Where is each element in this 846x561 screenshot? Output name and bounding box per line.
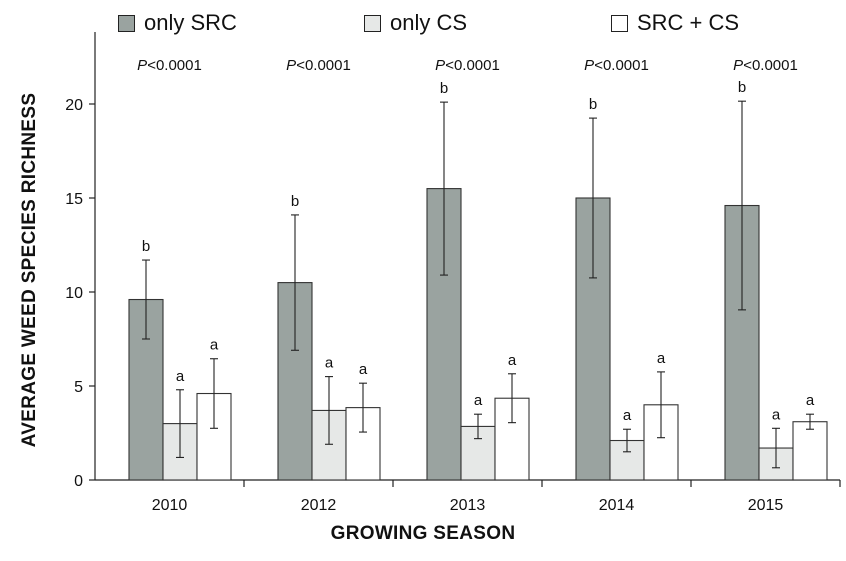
significance-letter: a <box>474 392 483 409</box>
y-tick-label: 5 <box>74 379 83 396</box>
p-value-label: P<0.0001 <box>286 57 351 74</box>
x-tick-label: 2015 <box>748 497 784 514</box>
legend-label-only-cs: only CS <box>390 10 468 35</box>
legend-swatch-src-cs <box>611 14 628 32</box>
significance-letter: a <box>210 337 219 354</box>
legend-item-only-src: only SRC <box>118 10 237 36</box>
y-tick-label: 0 <box>74 473 83 490</box>
legend-label-src-cs: SRC + CS <box>637 10 740 35</box>
y-tick-label: 10 <box>65 285 83 302</box>
significance-letter: b <box>738 79 746 96</box>
significance-letter: b <box>440 80 448 97</box>
significance-letter: a <box>806 392 815 409</box>
significance-letter: a <box>325 355 334 372</box>
bar <box>792 421 828 481</box>
y-tick-label: 15 <box>65 191 83 208</box>
significance-letter: b <box>142 238 150 255</box>
legend-swatch-only-cs <box>364 14 381 32</box>
p-value-label: P<0.0001 <box>584 57 649 74</box>
x-tick-label: 2013 <box>450 497 486 514</box>
significance-letter: b <box>589 96 597 113</box>
significance-letter: a <box>657 350 666 367</box>
legend-label-only-src: only SRC <box>144 10 237 35</box>
legend-item-only-cs: only CS <box>364 10 467 36</box>
significance-letter: a <box>359 361 368 378</box>
significance-letter: a <box>772 406 781 423</box>
significance-letter: a <box>176 368 185 385</box>
significance-letter: a <box>623 407 632 424</box>
p-value-label: P<0.0001 <box>137 57 202 74</box>
legend-swatch-only-src <box>118 14 135 32</box>
x-tick-label: 2014 <box>599 497 635 514</box>
x-axis-label: GROWING SEASON <box>330 523 516 544</box>
legend: only SRC only CS SRC + CS <box>0 10 846 40</box>
x-tick-label: 2010 <box>152 497 188 514</box>
p-value-label: P<0.0001 <box>733 57 798 74</box>
significance-letter: b <box>291 193 299 210</box>
significance-letter: a <box>508 352 517 369</box>
legend-item-src-cs: SRC + CS <box>611 10 739 36</box>
p-value-label: P<0.0001 <box>435 57 500 74</box>
x-tick-label: 2012 <box>301 497 337 514</box>
y-tick-label: 20 <box>65 97 83 114</box>
